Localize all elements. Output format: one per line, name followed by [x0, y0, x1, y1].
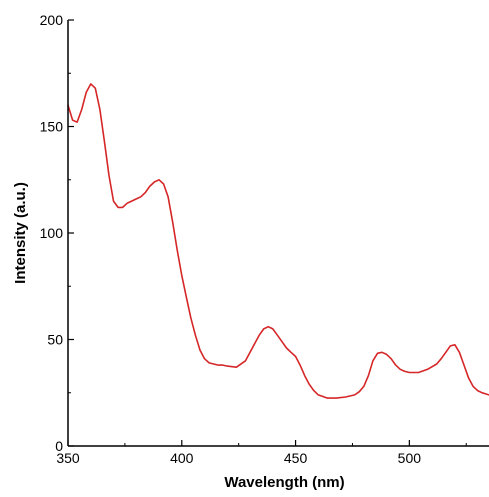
- x-tick-label: 350: [56, 450, 80, 466]
- x-tick-label: 500: [398, 450, 422, 466]
- x-tick-label: 400: [170, 450, 194, 466]
- y-tick-label: 200: [40, 12, 64, 28]
- y-ticks: 0 50 100 150 200: [40, 12, 74, 454]
- y-tick-label: 0: [55, 438, 63, 454]
- axes: [67, 20, 489, 447]
- plot-area: [67, 83, 489, 399]
- series-line: [67, 83, 489, 399]
- x-tick-label: 450: [284, 450, 308, 466]
- y-tick-label: 100: [40, 225, 64, 241]
- y-tick-label: 150: [40, 119, 64, 135]
- y-axis-title: Intensity (a.u.): [12, 182, 29, 284]
- x-axis-title: Wavelength (nm): [224, 474, 344, 491]
- y-tick-label: 50: [47, 332, 63, 348]
- x-ticks: 350 400 450 500: [56, 440, 467, 466]
